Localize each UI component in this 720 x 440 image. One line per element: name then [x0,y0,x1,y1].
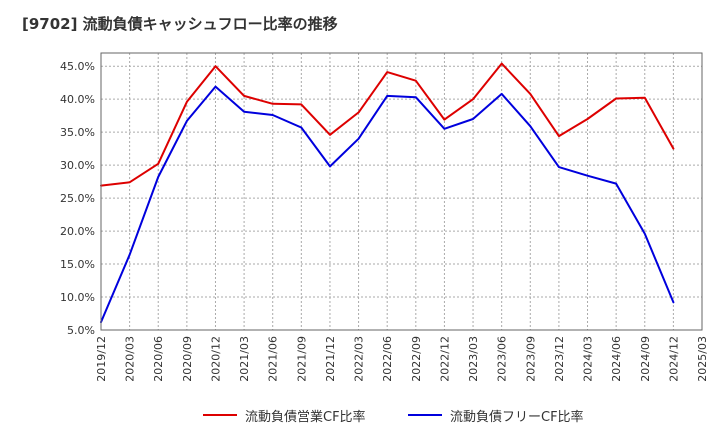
x-tick-label: 2021/12 [324,336,337,382]
x-tick-label: 2022/09 [410,336,423,382]
x-tick-label: 2023/06 [496,336,509,382]
legend-item-operating-cf: 流動負債営業CF比率 [203,404,366,426]
x-tick-label: 2024/09 [639,336,652,382]
y-tick-label: 5.0% [67,324,95,337]
legend-label-free-cf: 流動負債フリーCF比率 [450,409,584,425]
x-tick-label: 2023/03 [467,336,480,382]
series-line-free-cf [100,85,675,324]
y-tick-label: 15.0% [60,258,95,271]
plot-border [100,52,703,331]
x-tick-label: 2023/09 [524,336,537,382]
y-tick-label: 45.0% [60,60,95,73]
x-tick-label: 2022/06 [381,336,394,382]
y-tick-label: 30.0% [60,159,95,172]
x-tick-label: 2021/06 [267,336,280,382]
x-tick-label: 2021/03 [238,336,251,382]
x-tick-label: 2023/12 [553,336,566,382]
series-lines [100,62,675,324]
y-tick-label: 25.0% [60,192,95,205]
y-tick-label: 20.0% [60,225,95,238]
y-tick-label: 35.0% [60,126,95,139]
axis-labels: 5.0% 10.0% 15.0% 20.0% 25.0% 30.0% 35.0% 40.0% 4… [60,60,709,382]
x-tick-label: 2024/06 [610,336,623,382]
x-tick-label: 2020/09 [181,336,194,382]
x-tick-label: 2021/09 [295,336,308,382]
legend: 流動負債営業CF比率 流動負債フリーCF比率 [0,404,720,426]
x-tick-label: 2020/06 [152,336,165,382]
x-tick-label: 2025/03 [696,336,709,382]
chart-title: [9702] 流動負債キャッシュフロー比率の推移 [22,15,338,33]
y-tick-label: 10.0% [60,291,95,304]
x-tick-label: 2024/03 [582,336,595,382]
x-tick-label: 2020/03 [124,336,137,382]
legend-swatch-operating-cf [203,414,237,416]
series-line-operating-cf [100,62,675,187]
grid-lines [100,53,703,331]
legend-label-operating-cf: 流動負債営業CF比率 [245,409,366,425]
y-tick-label: 40.0% [60,93,95,106]
x-tick-label: 2020/12 [209,336,222,382]
x-tick-label: 2024/12 [667,336,680,382]
x-tick-label: 2019/12 [95,336,108,382]
x-tick-label: 2022/12 [438,336,451,382]
x-tick-label: 2022/03 [353,336,366,382]
legend-swatch-free-cf [408,414,442,416]
legend-item-free-cf: 流動負債フリーCF比率 [408,404,584,426]
